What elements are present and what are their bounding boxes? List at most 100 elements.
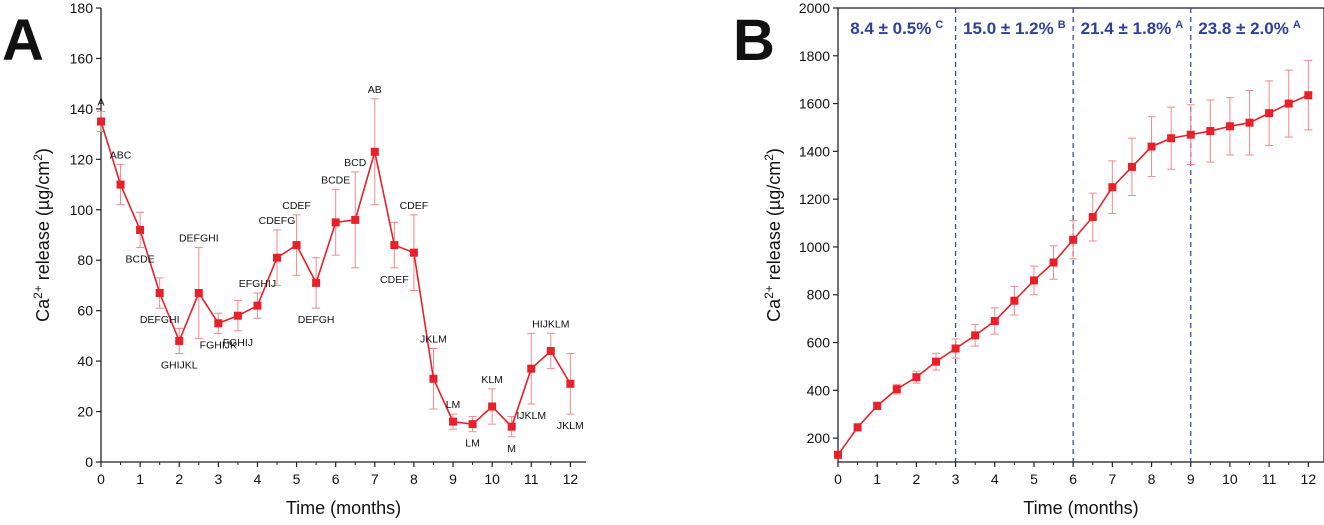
chart-a: 0 1 2 3 4 5 6 7 8 9 10 11 12020406080100120140160180…	[31, 0, 586, 518]
x-axis-title: Time (months)	[1023, 498, 1138, 518]
data-point	[116, 180, 125, 189]
x-tick-label: 2	[912, 471, 920, 487]
data-point	[527, 364, 536, 373]
data-point	[1147, 142, 1156, 151]
data-point	[1167, 134, 1176, 143]
y-axis-title-part: )	[33, 148, 53, 154]
y-axis-title-part: )	[764, 148, 784, 154]
data-point	[990, 317, 999, 326]
x-tick-label: 1	[873, 471, 881, 487]
x-tick-label: 11	[524, 471, 539, 487]
x-tick-label: 7	[371, 471, 379, 487]
significance-label: FGHIJ	[223, 337, 253, 349]
significance-label: LM	[465, 438, 480, 450]
x-tick-label: 0	[834, 471, 842, 487]
y-tick-label: 1800	[799, 48, 830, 64]
x-tick-label: 0	[97, 471, 105, 487]
data-point	[233, 311, 242, 320]
significance-label: M	[507, 443, 516, 455]
data-point	[253, 301, 262, 310]
data-point	[273, 253, 282, 262]
x-axis-title: Time (months)	[286, 498, 401, 518]
significance-label: HIJKLM	[532, 318, 569, 330]
data-point	[351, 215, 360, 224]
y-tick-label: 120	[70, 151, 94, 167]
data-point	[136, 225, 145, 234]
significance-label: CDEF	[400, 200, 429, 212]
data-point	[97, 117, 105, 126]
y-tick-label: 800	[807, 287, 831, 303]
data-point	[370, 147, 379, 156]
x-tick-label: 10	[1222, 471, 1238, 487]
data-point	[971, 331, 980, 340]
x-tick-label: 12	[563, 471, 579, 487]
significance-label: EFGHIJ	[239, 278, 276, 290]
data-point	[429, 374, 438, 383]
x-tick-label: 2	[175, 471, 183, 487]
data-point	[194, 289, 203, 298]
x-tick-label: 5	[293, 471, 301, 487]
period-annotation-letter: B	[1058, 19, 1066, 31]
x-tick-label: 3	[214, 471, 222, 487]
significance-label: BCDE	[126, 254, 155, 266]
x-tick-label: 5	[1030, 471, 1038, 487]
data-point	[1010, 296, 1019, 305]
y-tick-label: 160	[70, 50, 94, 66]
x-tick-label: 7	[1108, 471, 1116, 487]
y-tick-label: 0	[85, 454, 93, 470]
data-point	[175, 336, 184, 345]
series-line	[837, 94, 1309, 456]
y-axis-title-sup: 2	[31, 154, 45, 161]
period-annotation-value: 23.8 ± 2.0%	[1198, 19, 1289, 38]
data-point	[1029, 276, 1038, 285]
y-tick-label: 180	[70, 0, 94, 16]
data-point	[1088, 213, 1097, 222]
data-point	[834, 450, 842, 459]
data-point	[312, 278, 321, 287]
y-tick-label: 1000	[799, 239, 830, 255]
significance-label: KLM	[481, 374, 503, 386]
x-tick-label: 1	[136, 471, 144, 487]
data-point	[468, 420, 477, 429]
significance-label: DEFGHI	[179, 233, 219, 245]
data-point	[1206, 127, 1215, 136]
significance-label: CDEF	[282, 200, 311, 212]
x-tick-label: 11	[1262, 471, 1277, 487]
data-point	[1049, 258, 1058, 267]
data-point	[546, 347, 555, 356]
x-tick-label: 10	[484, 471, 500, 487]
y-tick-label: 600	[807, 335, 831, 351]
panel-label-a: A	[2, 8, 44, 73]
x-tick-label: 6	[1069, 471, 1077, 487]
significance-label: IJKLM	[516, 410, 546, 422]
data-point	[1304, 91, 1313, 100]
y-axis-title-part: release (µg/cm	[33, 161, 53, 285]
period-annotation-letter: A	[1175, 19, 1183, 31]
x-tick-label: 12	[1301, 471, 1317, 487]
y-axis-title-part: release (µg/cm	[764, 161, 784, 285]
data-point	[1284, 99, 1293, 108]
data-point	[155, 289, 164, 298]
significance-label: FGHIJK	[200, 339, 237, 351]
period-annotation-value: 15.0 ± 1.2%	[963, 19, 1054, 38]
data-point	[507, 422, 516, 431]
y-tick-label: 100	[70, 202, 94, 218]
y-tick-label: 1200	[799, 191, 830, 207]
y-tick-label: 60	[77, 303, 93, 319]
significance-label: BCDE	[321, 175, 350, 187]
data-point	[390, 241, 399, 250]
data-point	[1108, 183, 1117, 192]
data-point	[488, 402, 497, 411]
period-annotation: 8.4 ± 0.5% C	[850, 19, 943, 38]
y-tick-label: 40	[77, 353, 93, 369]
y-tick-label: 80	[77, 252, 93, 268]
chart-b: 0 1 2 3 4 5 6 7 8 9 10 11 12200400600800100012001400…	[762, 0, 1324, 518]
x-tick-label: 6	[332, 471, 340, 487]
period-annotation: 23.8 ± 2.0% A	[1198, 19, 1301, 38]
y-axis-title-part: Ca	[764, 298, 784, 322]
data-point	[1225, 122, 1234, 131]
data-point	[912, 373, 921, 382]
y-axis-title: Ca2+ release (µg/cm2)	[762, 148, 784, 322]
data-point	[892, 385, 901, 394]
